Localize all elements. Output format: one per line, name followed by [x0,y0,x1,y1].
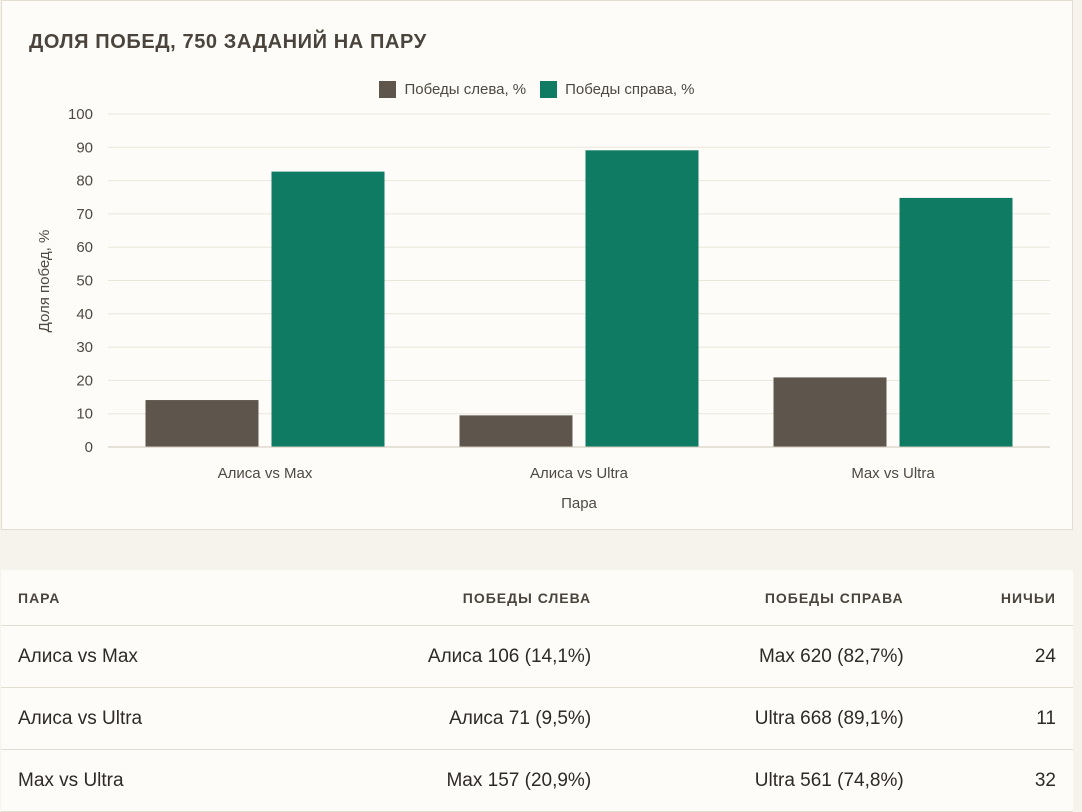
y-tick-label: 100 [68,106,93,123]
y-tick-label: 60 [76,239,93,256]
results-table-card: ПАРА ПОБЕДЫ СЛЕВА ПОБЕДЫ СПРАВА НИЧЬИ Ал… [1,570,1073,812]
bar-right-wins [271,171,385,447]
bar-left-wins [459,415,573,447]
chart-card: ДОЛЯ ПОБЕД, 750 ЗАДАНИЙ НА ПАРУ Победы с… [1,0,1073,530]
y-axis-ticks: 0 10 20 30 40 50 60 70 80 90 100 [68,106,93,456]
x-axis-label: Пара [561,495,597,512]
legend-label-left-wins: Победы слева, % [404,81,527,98]
legend-item-left-wins: Победы слева, % [379,81,526,98]
y-tick-label: 50 [76,273,93,290]
y-tick-label: 30 [76,339,93,356]
y-tick-label: 80 [76,173,93,190]
cell-left-wins: Алиса 71 (9,5%) [271,687,609,750]
results-table: ПАРА ПОБЕДЫ СЛЕВА ПОБЕДЫ СПРАВА НИЧЬИ Ал… [1,570,1073,812]
table-row: Алиса vs Ultra Алиса 71 (9,5%) Ultra 668… [1,687,1073,750]
table-row: Max vs Ultra Max 157 (20,9%) Ultra 561 (… [1,749,1073,812]
cell-left-wins: Max 157 (20,9%) [271,749,609,812]
cell-draws: 24 [920,625,1073,688]
table-header-row: ПАРА ПОБЕДЫ СЛЕВА ПОБЕДЫ СПРАВА НИЧЬИ [1,570,1073,626]
x-tick-label: Max vs Ultra [851,465,935,482]
grid-lines [108,113,1050,415]
bar-right-wins [899,197,1013,447]
cell-pair: Алиса vs Ultra [1,687,272,750]
legend-swatch-right-wins [540,81,558,98]
legend-swatch-left-wins [379,81,397,98]
column-header-left-wins: ПОБЕДЫ СЛЕВА [271,570,609,626]
column-header-right-wins: ПОБЕДЫ СПРАВА [608,570,921,626]
bar-left-wins [773,377,887,447]
y-tick-label: 10 [76,406,93,423]
x-tick-label: Алиса vs Max [218,465,313,482]
cell-draws: 11 [920,687,1073,750]
column-header-pair: ПАРА [1,570,272,626]
cell-draws: 32 [920,749,1073,812]
column-header-draws: НИЧЬИ [920,570,1073,626]
cell-left-wins: Алиса 106 (14,1%) [271,625,609,688]
y-tick-label: 0 [85,439,93,456]
cell-right-wins: Ultra 561 (74,8%) [608,749,921,812]
table-row: Алиса vs Max Алиса 106 (14,1%) Max 620 (… [1,625,1073,688]
y-tick-label: 20 [76,372,93,389]
legend-label-right-wins: Победы справа, % [565,81,695,98]
y-tick-label: 40 [76,306,93,323]
chart-title: ДОЛЯ ПОБЕД, 750 ЗАДАНИЙ НА ПАРУ [29,31,427,53]
bars [145,150,1013,447]
y-tick-label: 90 [76,139,93,156]
cell-pair: Max vs Ultra [1,749,272,812]
cell-pair: Алиса vs Max [1,625,272,688]
x-tick-label: Алиса vs Ultra [530,465,629,482]
y-tick-label: 70 [76,206,93,223]
chart-legend: Победы слева, % Победы справа, % [2,81,1072,98]
y-axis-label: Доля побед, % [36,230,53,333]
cell-right-wins: Ultra 668 (89,1%) [608,687,921,750]
bar-left-wins [145,400,259,447]
cell-right-wins: Max 620 (82,7%) [608,625,921,688]
x-axis-ticks: Алиса vs Max Алиса vs Ultra Max vs Ultra [218,465,936,482]
legend-item-right-wins: Победы справа, % [540,81,695,98]
bar-right-wins [585,150,699,447]
